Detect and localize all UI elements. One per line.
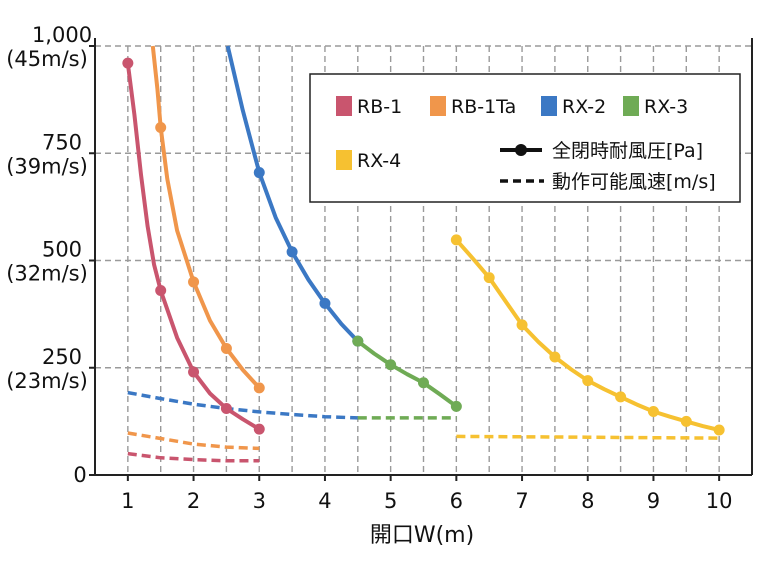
speed-line-rb-1ta (127, 431, 260, 451)
legend-solid-label: 全閉時耐風圧[Pa] (552, 140, 703, 162)
pressure-point-rx-3 (450, 400, 462, 412)
x-tick-label: 2 (187, 489, 200, 513)
legend-swatch (336, 96, 352, 116)
legend-label: RX-3 (644, 96, 688, 118)
pressure-point-rb-1ta (253, 382, 265, 394)
legend-swatch (541, 96, 557, 116)
x-tick-label: 4 (318, 489, 331, 513)
legend-swatch (430, 96, 446, 116)
y-tick-sublabel: (32m/s) (6, 262, 88, 286)
pressure-point-rb-1 (122, 57, 134, 69)
y-tick-label: 750 (42, 130, 82, 154)
y-tick-label: 1,000 (32, 23, 92, 47)
pressure-point-rx-4 (647, 406, 659, 418)
pressure-point-rx-4 (483, 272, 495, 284)
pressure-point-rx-2 (253, 167, 265, 179)
pressure-point-rb-1ta (155, 122, 167, 134)
pressure-point-rx-4 (549, 351, 561, 363)
pressure-point-rb-1 (155, 285, 167, 297)
y-tick-sublabel: (45m/s) (6, 47, 88, 71)
legend-label: RX-4 (357, 150, 401, 172)
pressure-point-rx-2 (319, 297, 331, 309)
x-tick-label: 6 (450, 489, 463, 513)
plot-area (122, 45, 725, 463)
legend-swatch (623, 96, 639, 116)
pressure-point-rb-1 (220, 403, 232, 415)
y-tick-sublabel: (23m/s) (6, 369, 88, 393)
speed-line-rx-4 (456, 434, 720, 440)
x-tick-label: 8 (581, 489, 594, 513)
x-tick-label: 1 (121, 489, 134, 513)
pressure-point-rb-1 (188, 366, 200, 378)
x-tick-label: 9 (647, 489, 660, 513)
x-tick-label: 5 (384, 489, 397, 513)
pressure-point-rb-1ta (220, 342, 232, 354)
legend-label: RB-1Ta (451, 96, 516, 118)
x-tick-label: 7 (515, 489, 528, 513)
x-tick-label: 10 (706, 489, 733, 513)
legend-label: RB-1 (357, 96, 402, 118)
pressure-point-rx-4 (680, 415, 692, 427)
pressure-point-rx-4 (615, 391, 627, 403)
legend-box (309, 73, 741, 203)
pressure-point-rx-2 (286, 246, 298, 258)
pressure-point-rx-4 (713, 424, 725, 436)
pressure-point-rx-4 (582, 375, 594, 387)
pressure-line-rb-1ta (150, 45, 261, 390)
axes (94, 38, 753, 476)
x-tick-label: 3 (253, 489, 266, 513)
y-tick-label: 500 (42, 238, 82, 262)
x-axis-title: 開口W(m) (370, 523, 474, 548)
y-tick-labels: 0 250(23m/s) 500(32m/s) 750(39m/s) 1,000(45m… (6, 23, 95, 487)
x-tick-labels: 1 2 3 4 5 6 7 8 9 10 (121, 475, 733, 513)
legend-solid-marker (515, 144, 527, 156)
speed-line-rx-2 (127, 390, 358, 420)
pressure-point-rx-4 (516, 319, 528, 331)
pressure-line-rx-3 (356, 339, 458, 409)
speed-line-rb-1 (127, 451, 260, 463)
y-tick-label: 250 (42, 345, 82, 369)
pressure-point-rb-1 (253, 423, 265, 435)
pressure-point-rx-3 (385, 359, 397, 371)
legend-label: RX-2 (562, 96, 606, 118)
legend: RB-1 RB-1Ta RX-2 RX-3 RX-4 全閉時耐風圧[Pa] 動作可能風速[m… (309, 73, 741, 203)
pressure-point-rx-4 (450, 234, 462, 246)
pressure-point-rx-3 (352, 335, 364, 347)
legend-dashed-label: 動作可能風速[m/s] (552, 171, 716, 193)
y-tick-label: 0 (73, 463, 86, 487)
y-tick-sublabel: (39m/s) (6, 154, 88, 178)
pressure-point-rb-1ta (188, 276, 200, 288)
legend-swatch (336, 150, 352, 170)
pressure-point-rx-3 (418, 377, 429, 389)
